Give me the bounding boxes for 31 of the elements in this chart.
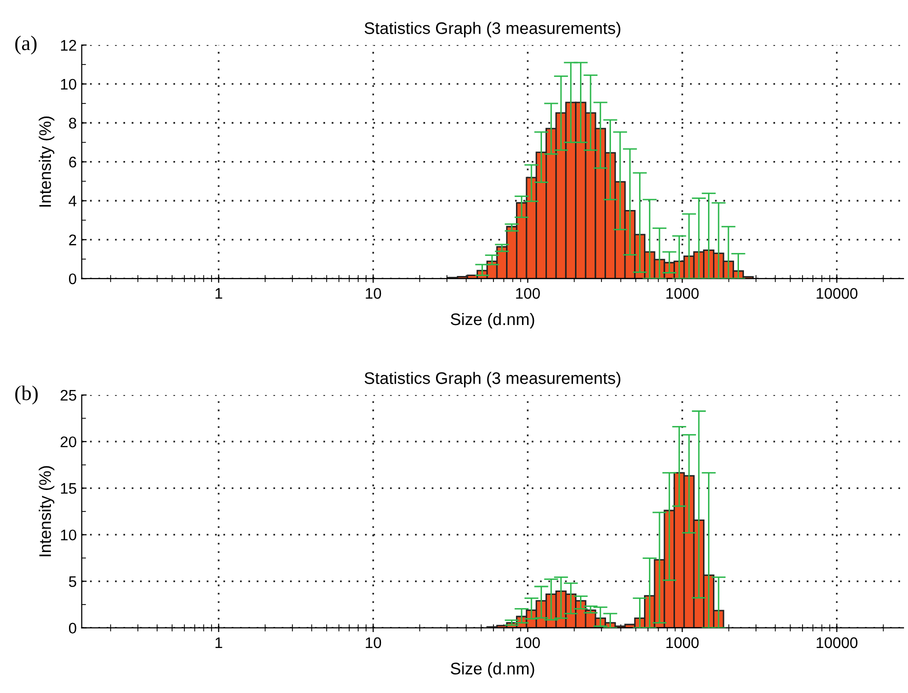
y-tick-label: 6 [69, 156, 76, 168]
y-tick-label: 2 [69, 234, 76, 246]
x-tick-label: 1000 [666, 637, 699, 648]
y-tick-label: 8 [69, 118, 76, 129]
y-tick-label: 4 [68, 196, 76, 206]
x-tick-label: 1 [216, 637, 222, 648]
x-tick-label: 100 [516, 637, 540, 648]
y-axis-title: Intensity (%) [38, 116, 54, 207]
x-tick-label: 1000 [666, 288, 699, 299]
x-tick-label: 10000 [816, 637, 858, 648]
y-tick-label: 5 [68, 576, 76, 587]
y-tick-label: 20 [60, 436, 76, 448]
x-tick-label: 10 [366, 637, 382, 648]
chart-title: Statistics Graph (3 measurements) [364, 22, 620, 38]
chart-title: Statistics Graph (3 measurements) [364, 372, 620, 388]
y-tick-label: 0 [68, 622, 76, 634]
x-tick-label: 10000 [816, 288, 858, 299]
y-tick-label: 10 [61, 78, 76, 90]
y-tick-label: 10 [61, 530, 76, 540]
x-axis-title: Size (d.nm) [450, 312, 534, 328]
y-tick-label: 15 [61, 483, 76, 494]
x-tick-label: 10 [366, 288, 382, 299]
y-tick-label: 25 [60, 390, 76, 401]
x-tick-label: 100 [516, 288, 540, 299]
text: (a) [15, 36, 37, 54]
y-axis-title: Intensity (%) [38, 466, 54, 556]
y-tick-label: 0 [68, 273, 76, 284]
y-tick-label: 12 [61, 40, 76, 51]
x-tick-label: 1 [216, 288, 222, 299]
x-axis-title: Size (d.nm) [450, 662, 534, 678]
text: (b) [15, 386, 38, 404]
